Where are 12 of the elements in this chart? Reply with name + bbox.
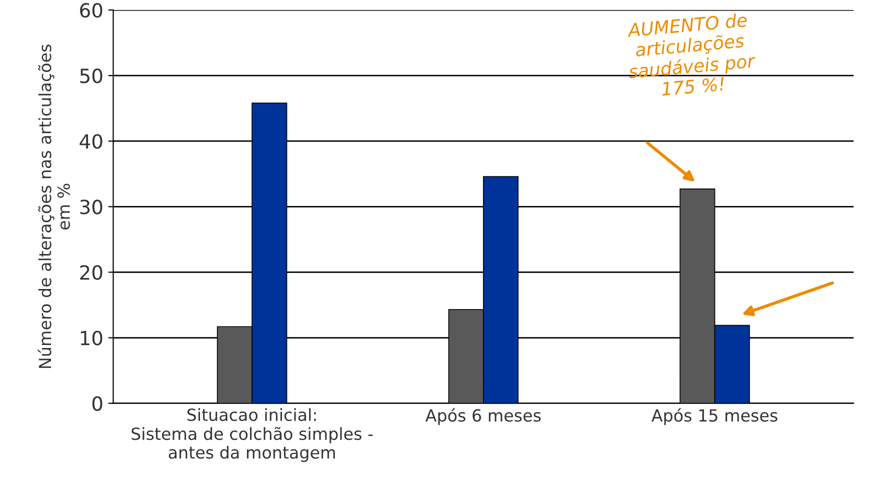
y-tick-label: 20 (80, 265, 102, 280)
x-tick-label: Após 15 meses (652, 408, 778, 425)
y-tick-label: 60 (80, 2, 102, 18)
y-tick-label: 0 (92, 396, 102, 411)
annotation: AUMENTO de articulações saudáveis por 175 %! (626, 12, 756, 96)
y-tick-label: 40 (80, 134, 102, 149)
y-tick-label: 10 (80, 330, 102, 346)
y-tick-label: 50 (80, 68, 102, 84)
y-tick-label: 30 (80, 200, 102, 214)
x-tick-label: Após 6 meses (425, 408, 541, 425)
x-tick-label: Situacao inicial: Sistema de colchão simples - antes da montagem (132, 408, 373, 462)
y-axis-title: Número de alterações nas articulações em % (38, 44, 70, 368)
